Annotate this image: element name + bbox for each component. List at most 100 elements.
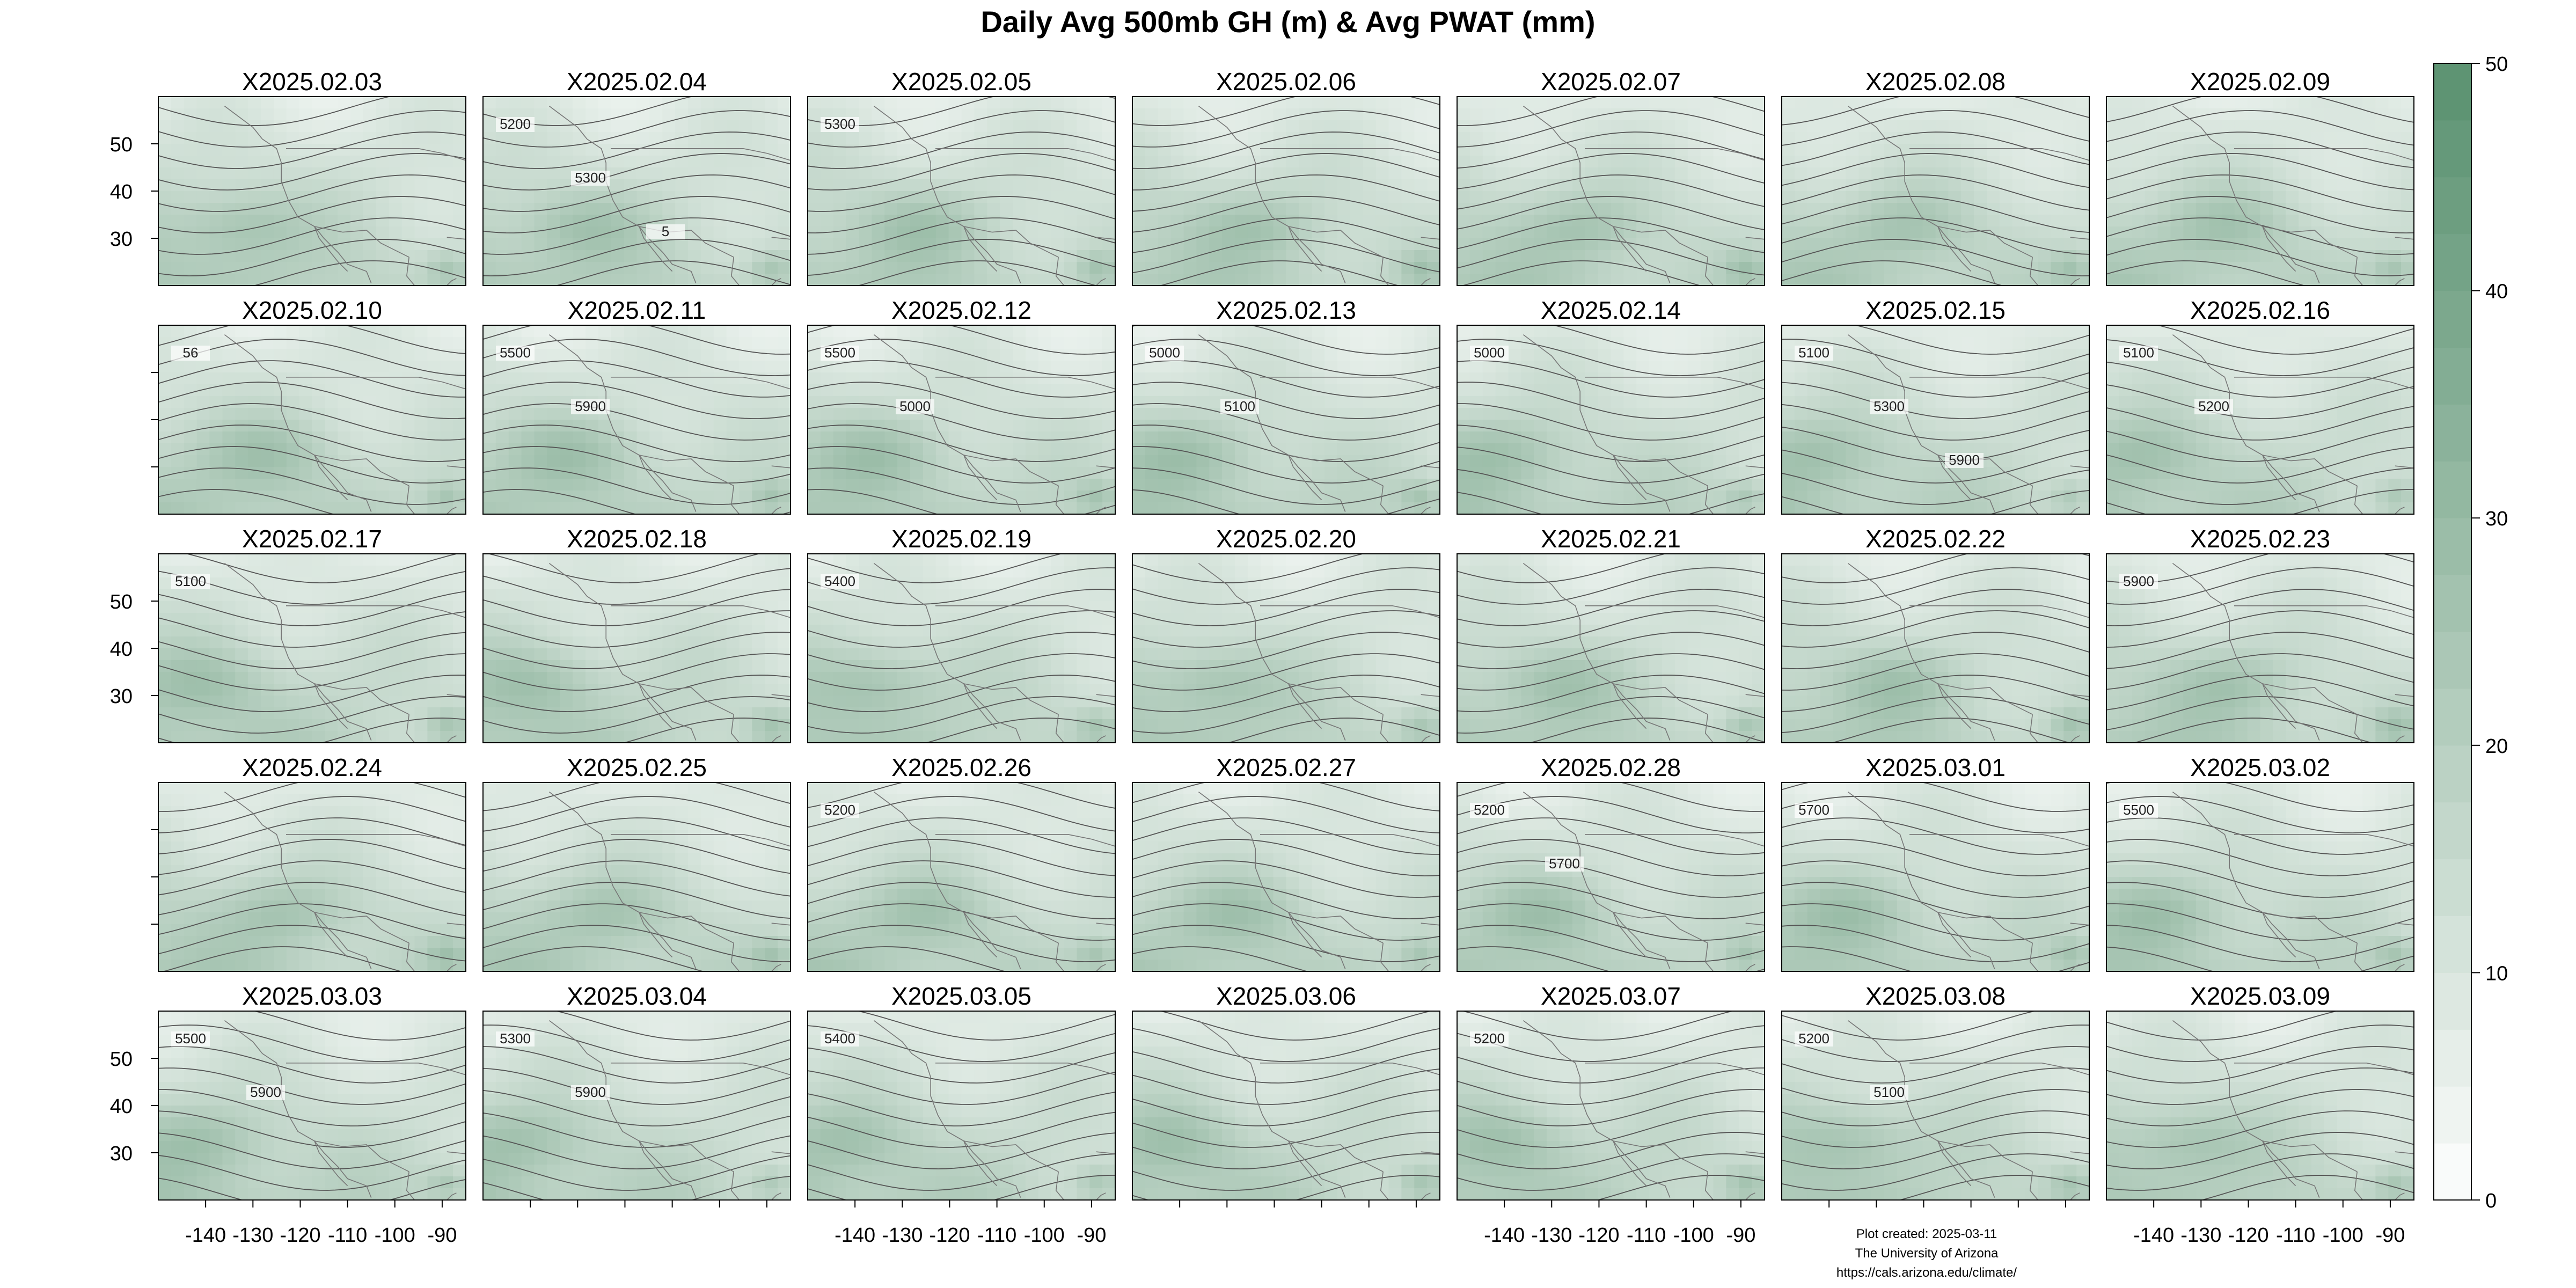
- contour-label: 5900: [250, 1084, 281, 1100]
- x-tick-label: -130: [1531, 1224, 1572, 1247]
- map-panel: X2025.02.24: [151, 753, 466, 972]
- contour-label: 5100: [1874, 1084, 1905, 1100]
- contour-label: 5300: [500, 1030, 531, 1046]
- panel-title: X2025.02.21: [1541, 525, 1681, 553]
- panel-frame: [1132, 96, 1440, 286]
- x-tick-label: -90: [427, 1224, 457, 1247]
- contour-label: 5000: [1149, 345, 1180, 361]
- y-tick-label: 30: [110, 228, 133, 251]
- panel-frame: [1132, 553, 1440, 743]
- contour-label: 5200: [1798, 1030, 1829, 1046]
- contour-label: 5200: [1474, 802, 1505, 818]
- colorbar-tick-label: 40: [2485, 281, 2508, 303]
- panel-title: X2025.03.08: [1865, 982, 2006, 1010]
- contour-label: 5100: [2123, 345, 2154, 361]
- contour-label: 5300: [824, 116, 855, 132]
- x-tick-label: -120: [929, 1224, 970, 1247]
- panel-title: X2025.03.09: [2190, 982, 2330, 1010]
- x-tick-label: -100: [2323, 1224, 2363, 1247]
- panel-title: X2025.02.20: [1216, 525, 1356, 553]
- panel-title: X2025.02.27: [1216, 753, 1356, 781]
- panel-title: X2025.02.26: [891, 753, 1031, 781]
- contour-label: 5400: [824, 1030, 855, 1046]
- map-panel: 5900 X2025.02.23: [2106, 525, 2414, 743]
- panel-title: X2025.02.16: [2190, 296, 2330, 324]
- panel-frame: [482, 96, 791, 286]
- map-panel: 5500 5000 X2025.02.12: [807, 296, 1116, 515]
- map-panel: 5100 5300 5900 X2025.02.15: [1781, 296, 2090, 515]
- panel-frame: [2106, 782, 2414, 972]
- map-panel: 5200 X2025.03.07 -140 -130 -120 -110 -100 -90: [1457, 982, 1765, 1247]
- map-panel: 5200 X2025.02.26: [807, 753, 1116, 972]
- map-panel: X2025.02.27: [1132, 753, 1440, 972]
- colorbar-bin: [2434, 233, 2471, 291]
- map-panel: 5500 5900 X2025.03.03 30 40 50 -140 -130 -120 -11…: [110, 982, 466, 1247]
- panel-frame: [1781, 782, 2090, 972]
- panel-frame: [1132, 1011, 1440, 1201]
- y-tick-label: 40: [110, 1095, 133, 1118]
- map-panel: X2025.02.18: [482, 525, 791, 743]
- contour-label: 5200: [500, 116, 531, 132]
- map-panel: 5100 X2025.02.17 30 40 50: [110, 525, 466, 743]
- map-panel: 5300 5900 X2025.03.04: [482, 982, 791, 1208]
- panel-title: X2025.02.18: [567, 525, 707, 553]
- contour-label: 5100: [1798, 345, 1829, 361]
- x-tick-label: -90: [1726, 1224, 1755, 1247]
- panel-title: X2025.02.19: [891, 525, 1031, 553]
- panel-title: X2025.02.22: [1865, 525, 2006, 553]
- colorbar-tick-label: 0: [2485, 1190, 2497, 1212]
- credit-line-1: Plot created: 2025-03-11: [1856, 1227, 1997, 1241]
- map-panel: X2025.03.06: [1132, 982, 1440, 1208]
- y-tick-label: 50: [110, 591, 133, 613]
- panel-title: X2025.02.23: [2190, 525, 2330, 553]
- panel-frame: [807, 553, 1116, 743]
- panel-frame: [1457, 1011, 1765, 1201]
- panel-title: X2025.02.15: [1865, 296, 2006, 324]
- panel-frame: [482, 325, 791, 515]
- x-tick-label: -120: [2228, 1224, 2268, 1247]
- colorbar-bin: [2434, 290, 2471, 348]
- panel-frame: [2106, 1011, 2414, 1201]
- contour-label: 5100: [175, 573, 206, 589]
- panel-title: X2025.02.25: [567, 753, 707, 781]
- panel-title: X2025.03.05: [891, 982, 1031, 1010]
- panel-title: X2025.02.13: [1216, 296, 1356, 324]
- x-tick-label: -90: [2375, 1224, 2405, 1247]
- y-tick-label: 50: [110, 1048, 133, 1071]
- panel-title: X2025.03.04: [567, 982, 707, 1010]
- panel-frame: [807, 1011, 1116, 1201]
- colorbar-tick-label: 50: [2485, 53, 2508, 76]
- map-panel: 5500 X2025.03.02: [2106, 753, 2414, 972]
- panel-frame: [2106, 96, 2414, 286]
- y-tick-label: 40: [110, 638, 133, 661]
- contour-label: 5900: [1949, 452, 1980, 468]
- x-tick-label: -130: [2180, 1224, 2221, 1247]
- x-tick-label: -130: [882, 1224, 923, 1247]
- panel-title: X2025.02.12: [891, 296, 1031, 324]
- x-tick-label: -140: [185, 1224, 226, 1247]
- colorbar-bin: [2434, 859, 2471, 916]
- map-panel: X2025.02.09: [2106, 68, 2414, 286]
- y-tick-label: 50: [110, 134, 133, 156]
- colorbar-tick-label: 30: [2485, 508, 2508, 530]
- credit-line-2: The University of Arizona: [1855, 1246, 1999, 1261]
- panel-title: X2025.03.03: [242, 982, 382, 1010]
- contour-label: 5000: [899, 398, 931, 414]
- contour-label: 5700: [1549, 855, 1580, 872]
- panel-frame: [1132, 782, 1440, 972]
- contour-label: 5200: [824, 802, 855, 818]
- colorbar-bin: [2434, 177, 2471, 235]
- x-tick-label: -110: [1627, 1224, 1666, 1247]
- contour-label: 5400: [824, 573, 855, 589]
- y-tick-label: 40: [110, 181, 133, 203]
- x-tick-label: -110: [328, 1224, 367, 1247]
- colorbar-bin: [2434, 1086, 2471, 1144]
- map-panel: 5700 X2025.03.01: [1781, 753, 2090, 972]
- contour-label: 5500: [175, 1030, 206, 1046]
- colorbar-bin: [2434, 632, 2471, 689]
- x-tick-label: -120: [280, 1224, 320, 1247]
- panel-frame: [1457, 782, 1765, 972]
- x-tick-label: -100: [375, 1224, 415, 1247]
- panel-frame: [807, 96, 1116, 286]
- panel-frame: [1781, 553, 2090, 743]
